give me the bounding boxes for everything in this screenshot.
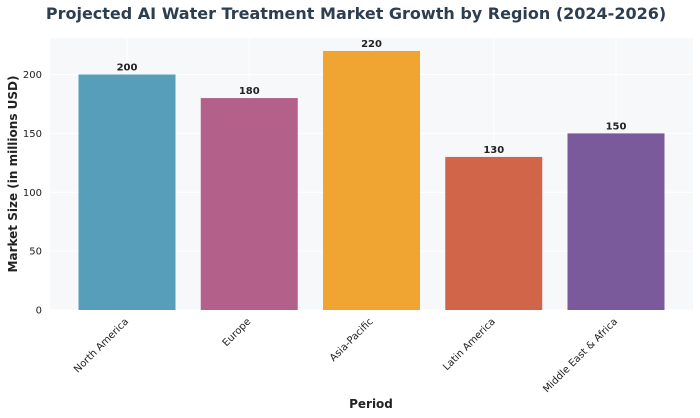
y-tick-label: 50 bbox=[29, 247, 42, 258]
y-ticks: 0 50 100 150 200 bbox=[23, 70, 42, 316]
chart-title: Projected AI Water Treatment Market Grow… bbox=[46, 4, 666, 23]
bar bbox=[78, 74, 176, 310]
x-tick-label: Europe bbox=[221, 316, 254, 349]
x-axis-label: Period bbox=[349, 397, 393, 411]
y-tick-label: 200 bbox=[23, 70, 42, 81]
bar bbox=[323, 50, 420, 310]
bar bbox=[567, 133, 665, 310]
bars-group: 200 180 220 130 150 bbox=[78, 39, 665, 311]
data-label: 220 bbox=[361, 39, 382, 50]
y-axis-label: Market Size (in millions USD) bbox=[6, 76, 20, 273]
bar bbox=[200, 98, 298, 311]
y-tick-label: 100 bbox=[23, 188, 42, 199]
data-label: 150 bbox=[606, 121, 627, 132]
x-tick-label: Middle East & Africa bbox=[541, 316, 620, 395]
bar bbox=[445, 156, 543, 310]
x-tick-label: Asia-Pacific bbox=[328, 316, 376, 364]
data-label: 200 bbox=[117, 63, 138, 74]
x-ticks: North America Europe Asia-Pacific Latin Ame… bbox=[72, 316, 620, 395]
y-tick-label: 0 bbox=[36, 306, 42, 317]
data-label: 130 bbox=[483, 145, 504, 156]
y-tick-label: 150 bbox=[23, 129, 42, 140]
x-tick-label: Latin America bbox=[441, 316, 498, 373]
data-label: 180 bbox=[239, 86, 260, 97]
x-tick-label: North America bbox=[72, 316, 131, 375]
